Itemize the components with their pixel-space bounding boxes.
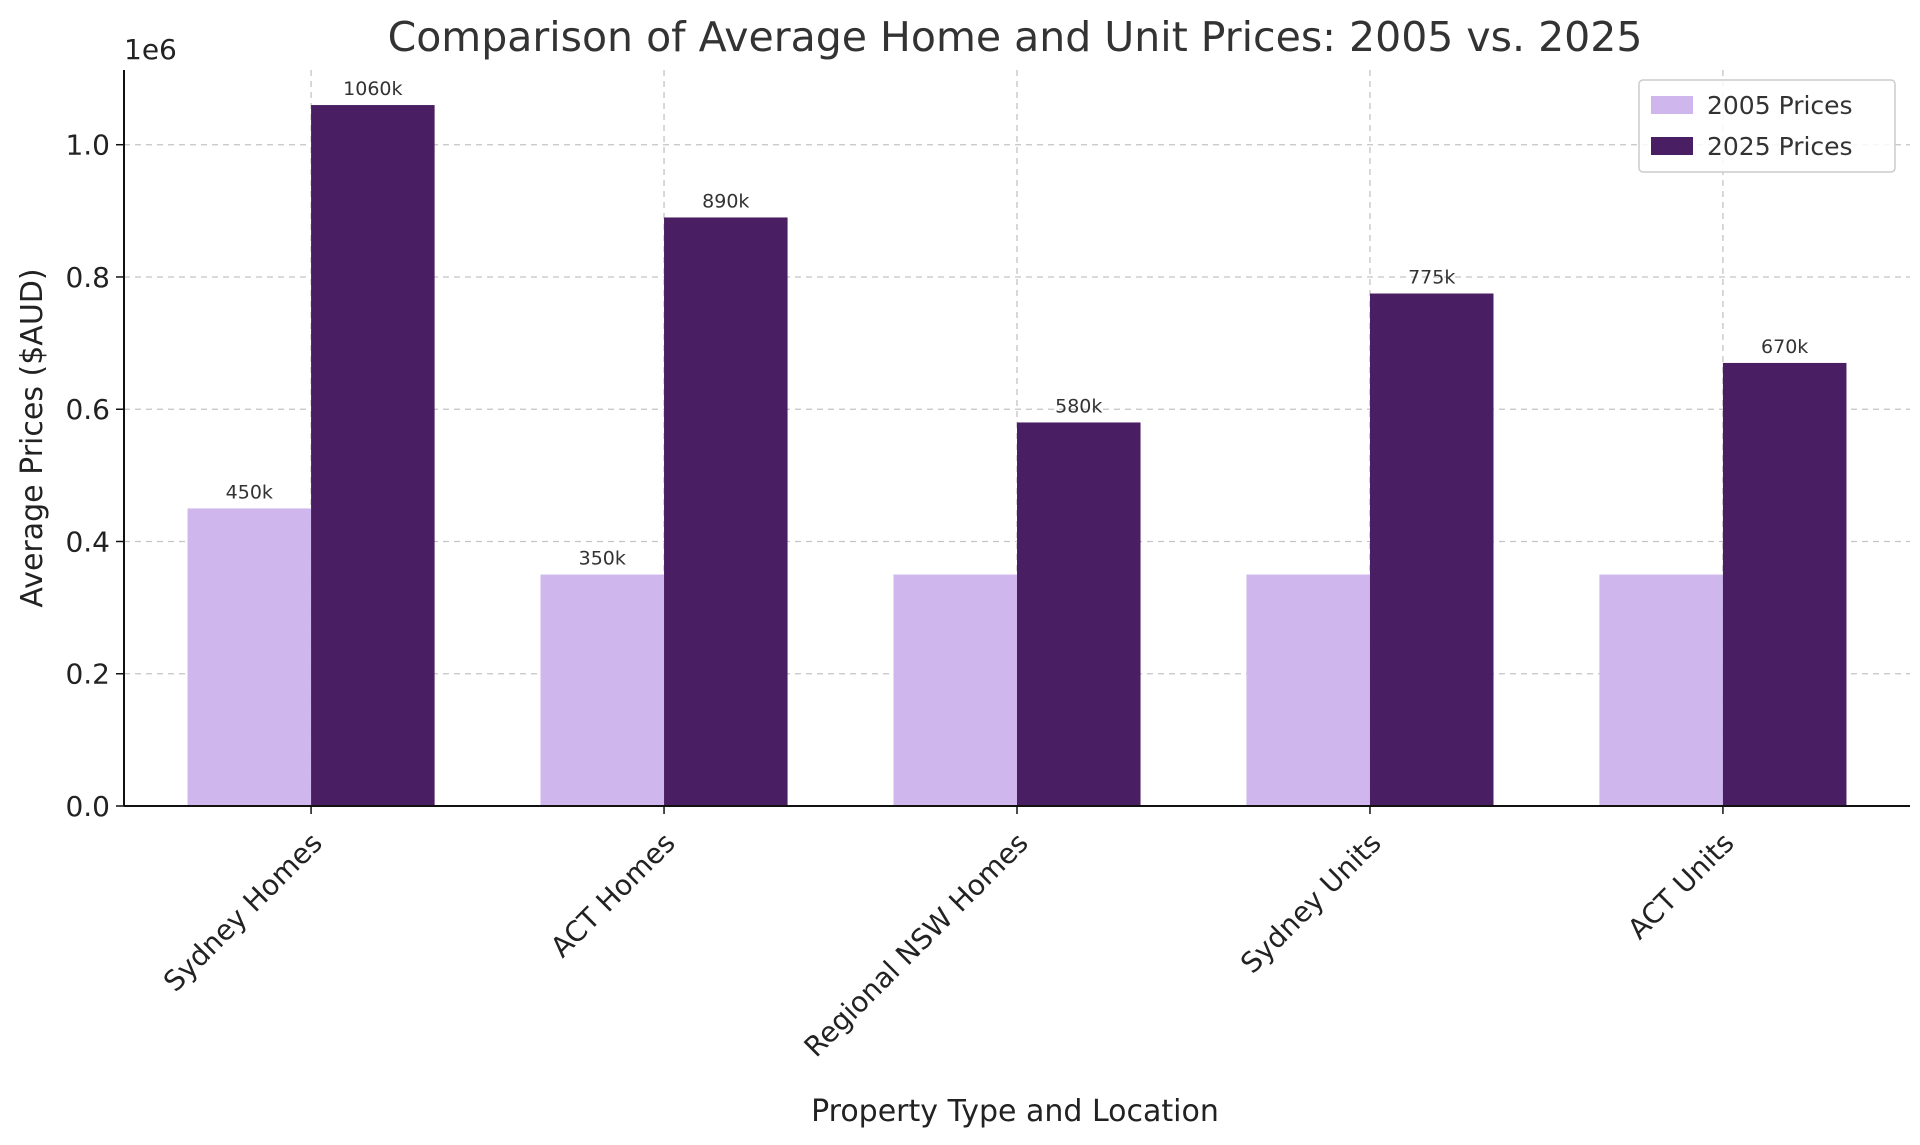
bar-2025-prices-sydney-homes bbox=[311, 105, 435, 807]
x-tick-label-act-units: ACT Units bbox=[1621, 826, 1740, 945]
y-axis-exponent: 1e6 bbox=[124, 33, 177, 66]
legend-frame bbox=[1638, 79, 1896, 173]
bar-2005-prices-regional-nsw-homes bbox=[893, 574, 1017, 806]
data-label-2025-prices-sydney-homes: 1060k bbox=[343, 78, 402, 100]
bar-2005-prices-act-units bbox=[1599, 574, 1723, 806]
bar-2005-prices-act-homes bbox=[540, 574, 665, 806]
x-axis-label: Property Type and Location bbox=[811, 1094, 1219, 1129]
x-tick-label-sydney-units: Sydney Units bbox=[1234, 826, 1388, 980]
x-tick-label-sydney-homes: Sydney Homes bbox=[157, 826, 329, 998]
chart-title: Comparison of Average Home and Unit Pric… bbox=[388, 13, 1643, 61]
bar-2005-prices-sydney-homes bbox=[187, 508, 312, 806]
x-tick-label-act-homes: ACT Homes bbox=[544, 826, 682, 964]
y-tick-label: 0.4 bbox=[65, 525, 110, 558]
y-tick-label: 1.0 bbox=[65, 129, 110, 162]
x-tick-label-regional-nsw-homes: Regional NSW Homes bbox=[798, 826, 1035, 1063]
bar-2025-prices-regional-nsw-homes bbox=[1017, 422, 1141, 806]
bars bbox=[187, 105, 1847, 807]
legend-label-2005: 2005 Prices bbox=[1707, 91, 1853, 120]
y-tick-label: 0.2 bbox=[65, 658, 110, 691]
data-label-2025-prices-sydney-units: 775k bbox=[1408, 267, 1455, 289]
legend-label-2025: 2025 Prices bbox=[1707, 132, 1853, 161]
bar-2025-prices-act-homes bbox=[664, 217, 788, 807]
y-tick-label: 0.0 bbox=[65, 790, 110, 823]
data-label-2025-prices-act-units: 670k bbox=[1761, 336, 1808, 358]
bar-2025-prices-act-units bbox=[1722, 362, 1847, 806]
data-label-2005-prices-act-homes: 350k bbox=[579, 548, 626, 570]
legend: 2005 Prices 2025 Prices bbox=[1638, 79, 1896, 173]
bar-2005-prices-sydney-units bbox=[1246, 574, 1370, 806]
data-label-2025-prices-regional-nsw-homes: 580k bbox=[1055, 395, 1102, 417]
data-label-2005-prices-sydney-homes: 450k bbox=[226, 481, 273, 503]
y-tick-label: 0.6 bbox=[65, 393, 110, 426]
bar-data-labels: 450k 350k 1060k 890k 580k 775k 670k bbox=[226, 78, 1809, 570]
bar-2025-prices-sydney-units bbox=[1369, 293, 1494, 806]
y-axis-label: Average Prices ($AUD) bbox=[15, 268, 50, 607]
y-tick-label: 0.8 bbox=[65, 261, 110, 294]
data-label-2025-prices-act-homes: 890k bbox=[702, 190, 749, 212]
legend-swatch-2025 bbox=[1651, 137, 1693, 155]
legend-swatch-2005 bbox=[1651, 96, 1693, 114]
